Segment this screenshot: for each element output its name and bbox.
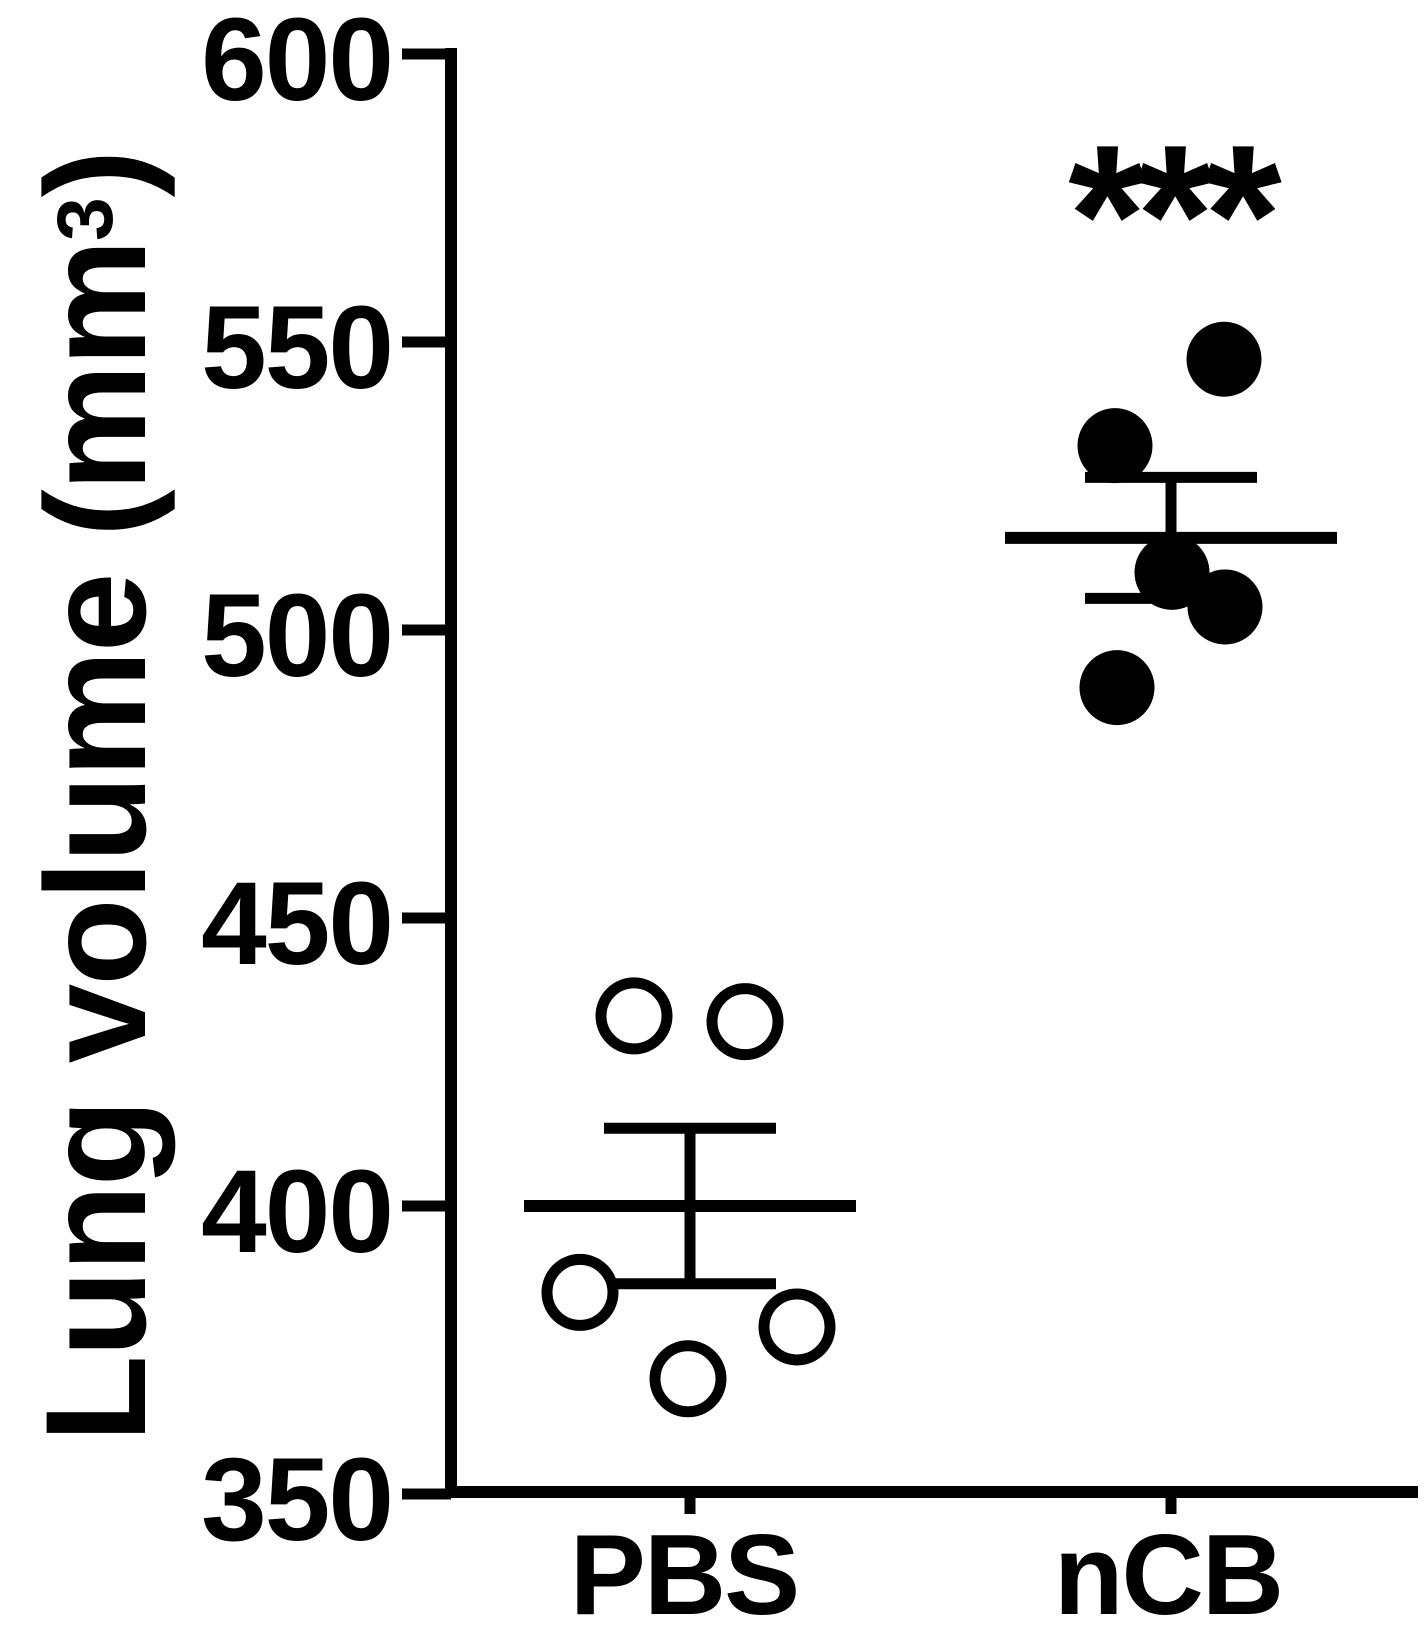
- y-axis-title-superscript: 3: [40, 197, 129, 241]
- data-point-open-circle: [541, 1253, 619, 1331]
- data-point-open-circle: [706, 983, 784, 1061]
- y-axis-title-close-paren: ): [17, 151, 176, 198]
- x-axis-label-ncb: nCB: [1053, 1512, 1284, 1639]
- y-tick-label: 550: [201, 282, 394, 414]
- data-point-open-circle: [758, 1288, 836, 1366]
- y-tick-label: 350: [201, 1434, 394, 1566]
- y-tick-label: 600: [201, 0, 394, 126]
- y-tick-label: 450: [201, 858, 394, 990]
- data-point-open-circle: [649, 1340, 727, 1418]
- data-point-filled-circle: [1134, 534, 1210, 610]
- data-point-filled-circle: [1187, 569, 1263, 645]
- data-point-open-circle: [595, 977, 673, 1055]
- data-point-filled-circle: [1079, 650, 1155, 726]
- x-axis-label-pbs: PBS: [569, 1512, 800, 1639]
- y-tick-label: 400: [201, 1146, 394, 1278]
- significance-marker: ***: [1068, 104, 1282, 327]
- data-point-filled-circle: [1186, 321, 1262, 397]
- y-tick-label: 500: [201, 570, 394, 702]
- data-point-filled-circle: [1077, 408, 1153, 484]
